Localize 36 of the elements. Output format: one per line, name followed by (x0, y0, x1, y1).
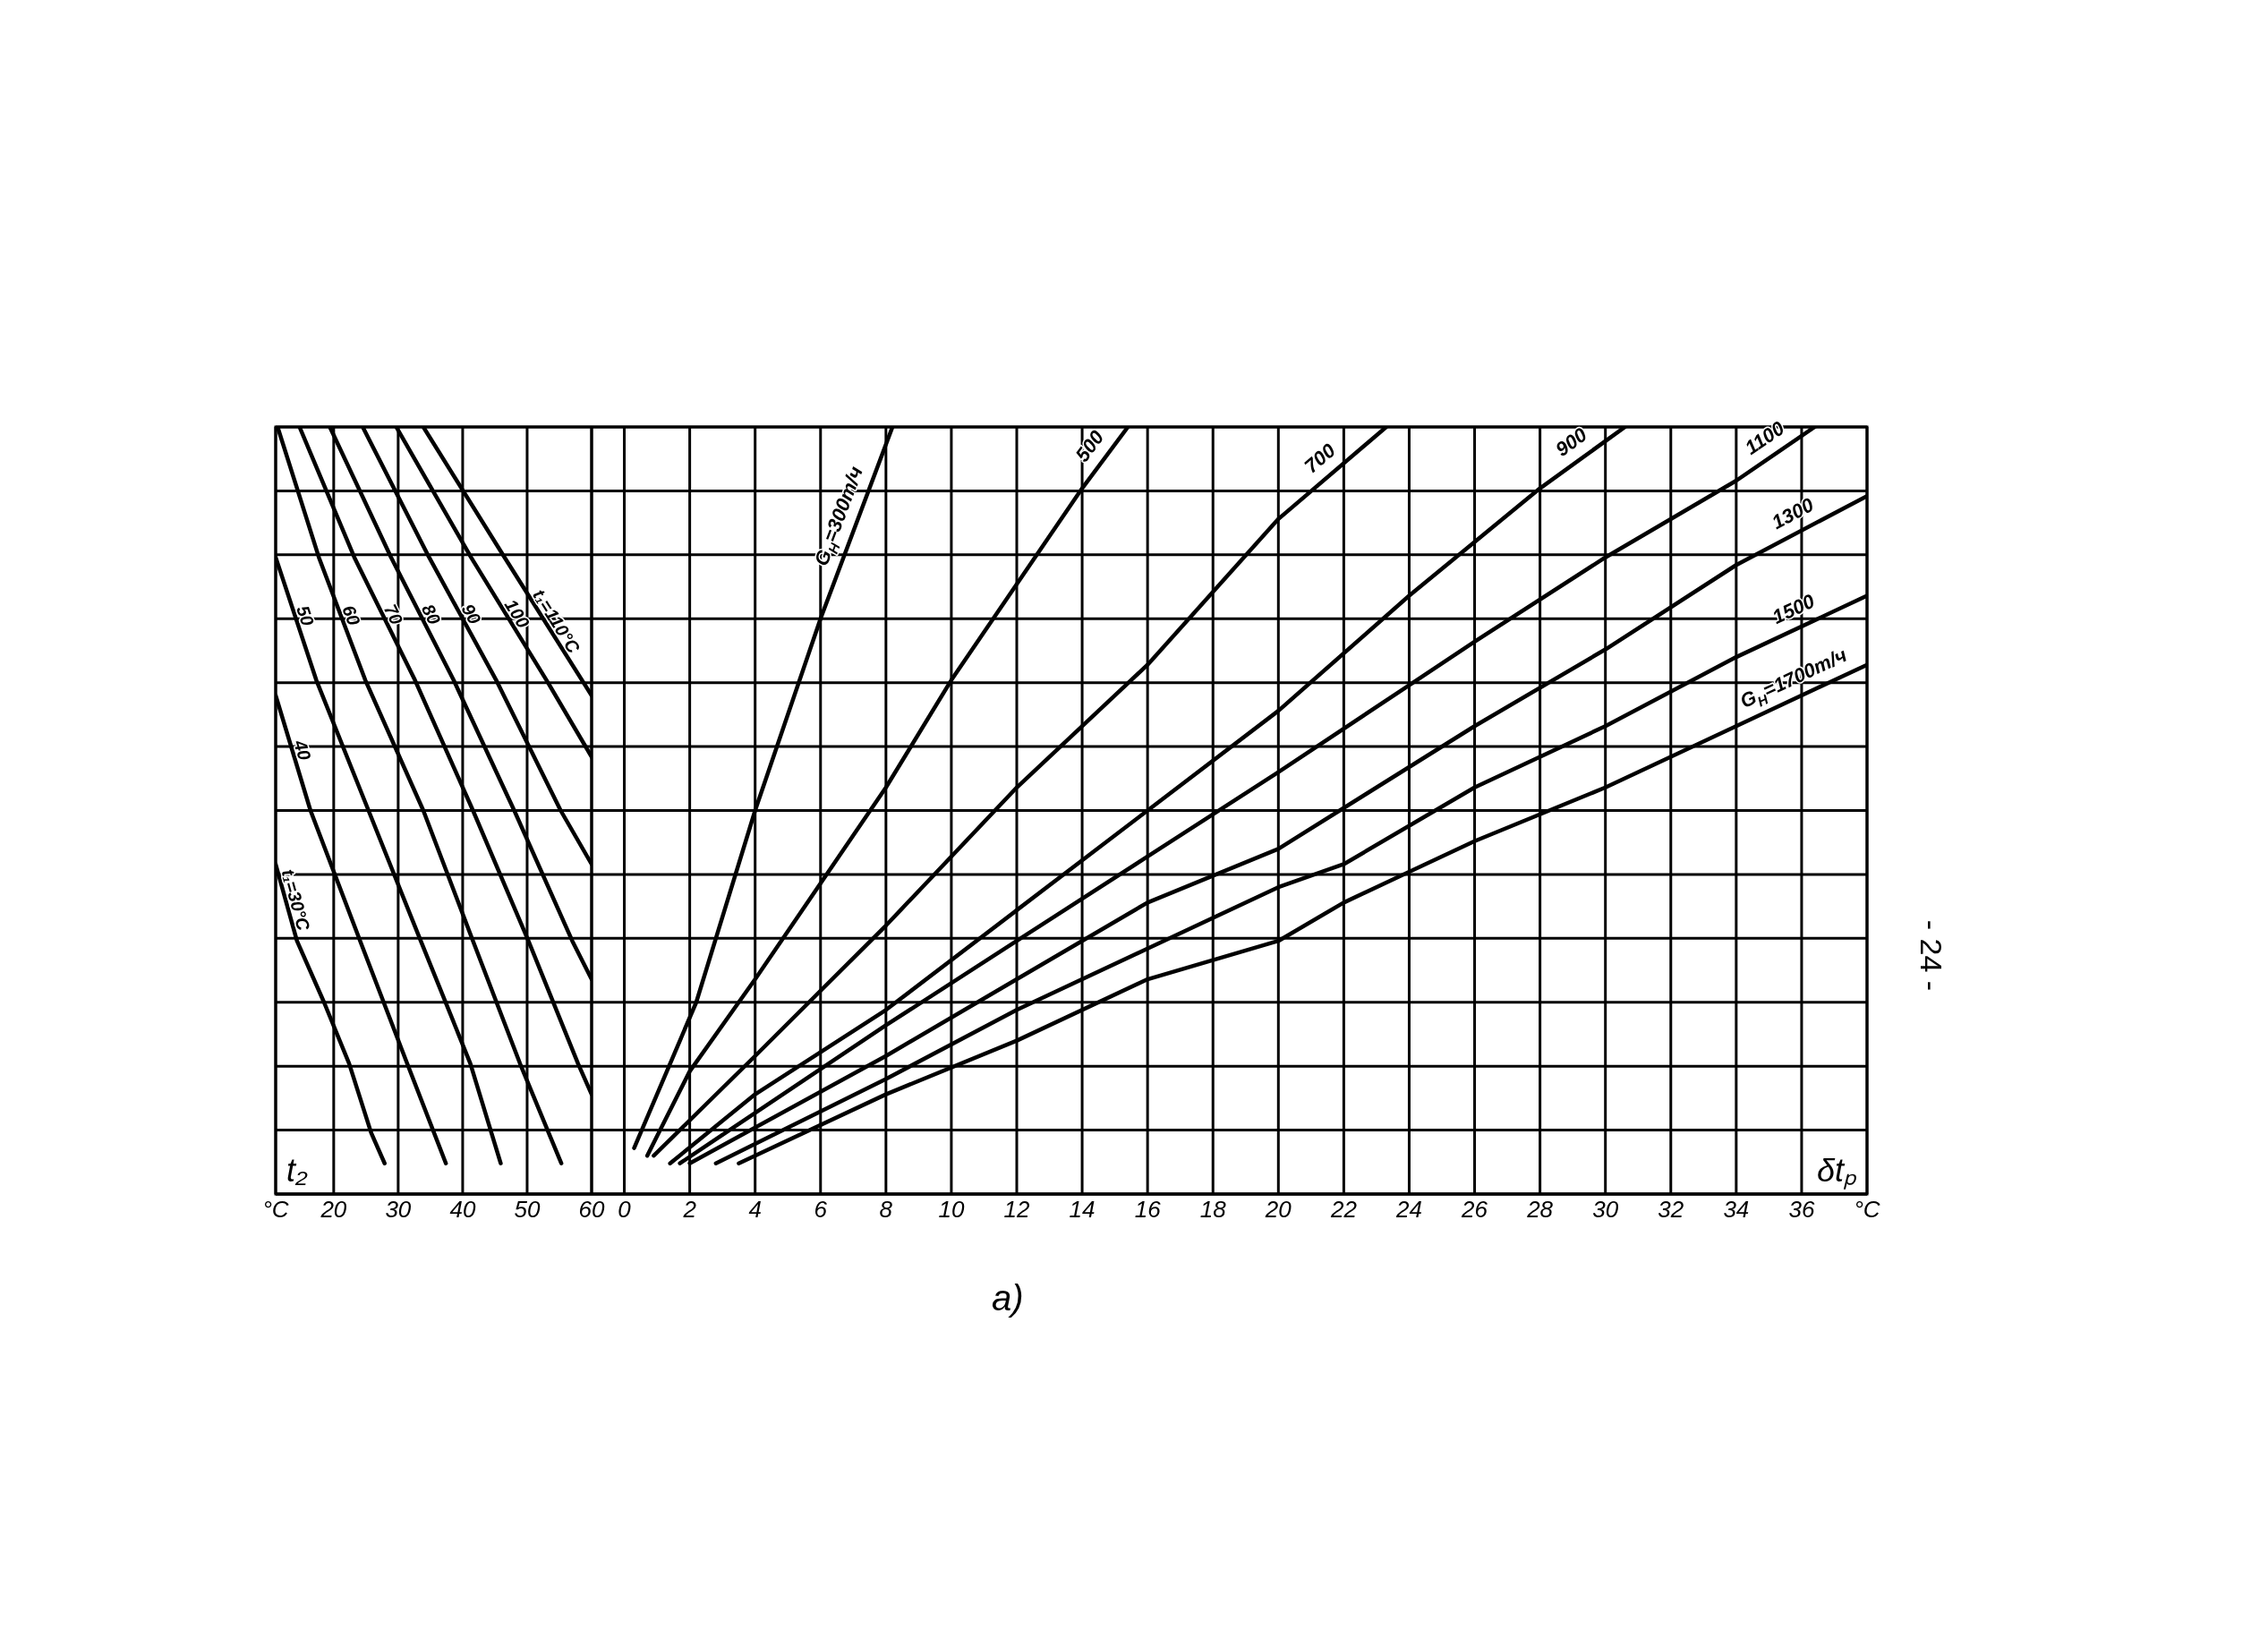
x-axis-title: t₂ (286, 1152, 308, 1189)
x-tick-label: 28 (1526, 1196, 1554, 1224)
x-tick-label: °C (1854, 1196, 1880, 1224)
x-tick-label: 34 (1723, 1196, 1750, 1224)
x-tick-label: 20 (1264, 1196, 1292, 1224)
x-tick-label: 50 (514, 1196, 541, 1224)
x-tick-label: 18 (1199, 1196, 1227, 1224)
x-axis-title: δtₚ (1816, 1152, 1857, 1190)
text: 900 (1551, 422, 1592, 461)
x-tick-label: 12 (1003, 1196, 1030, 1224)
x-tick-label: 26 (1461, 1196, 1488, 1224)
x-tick-label: 2 (682, 1196, 697, 1224)
x-tick-label: 16 (1134, 1196, 1162, 1224)
text: t₁=30°C (277, 866, 314, 934)
text: а) (992, 1278, 1024, 1318)
x-tick-label: 0 (618, 1196, 632, 1224)
x-tick-label: 60 (578, 1196, 605, 1224)
x-tick-label: 36 (1788, 1196, 1815, 1224)
x-tick-label: 32 (1658, 1196, 1684, 1224)
text: - 24 - (1914, 919, 1949, 992)
x-tick-label: 30 (1592, 1196, 1619, 1224)
text: 500 (1070, 425, 1109, 466)
x-tick-label: 14 (1069, 1196, 1096, 1224)
text: 700 (1300, 438, 1340, 478)
x-tick-label: 4 (748, 1196, 762, 1224)
text: 1300 (1768, 492, 1818, 533)
x-tick-label: 6 (814, 1196, 828, 1224)
x-tick-label: °C (262, 1196, 289, 1224)
x-tick-label: 24 (1395, 1196, 1422, 1224)
x-tick-label: 22 (1329, 1196, 1358, 1224)
text: 80 (417, 601, 445, 628)
x-tick-label: 8 (879, 1196, 893, 1224)
x-tick-label: 10 (938, 1196, 965, 1224)
x-tick-label: 20 (320, 1196, 347, 1224)
x-tick-label: 40 (449, 1196, 476, 1224)
x-tick-label: 30 (385, 1196, 412, 1224)
